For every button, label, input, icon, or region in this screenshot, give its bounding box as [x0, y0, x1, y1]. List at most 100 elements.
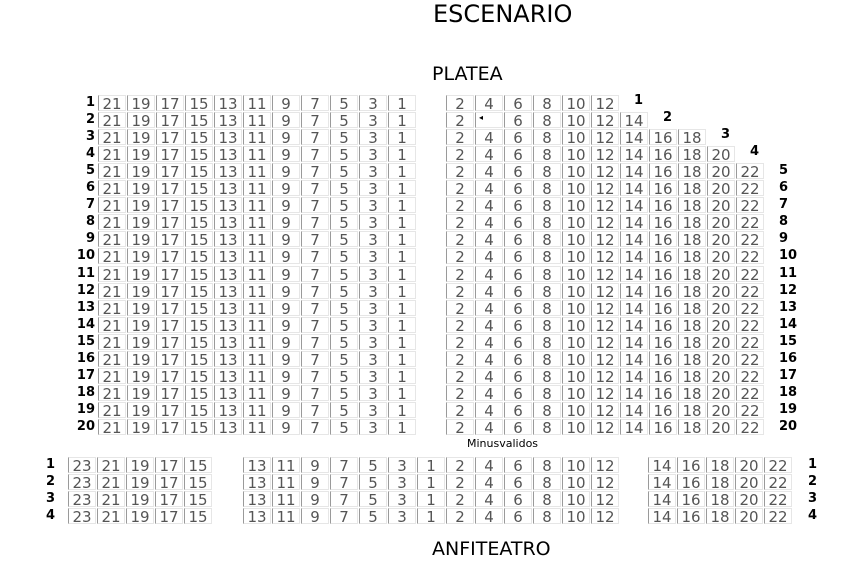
seat[interactable]: 17 — [156, 231, 184, 248]
seat[interactable]: 6 — [504, 299, 532, 317]
seat[interactable]: 9 — [301, 508, 329, 525]
seat[interactable]: 5 — [330, 282, 358, 300]
seat[interactable]: 5 — [359, 457, 387, 474]
seat[interactable]: 18 — [706, 474, 734, 491]
seat[interactable]: 14 — [620, 384, 648, 402]
seat[interactable]: 4 — [475, 333, 503, 351]
seat[interactable]: 10 — [562, 214, 590, 231]
seat[interactable]: 5 — [330, 231, 358, 248]
seat[interactable]: 18 — [678, 163, 706, 180]
seat[interactable]: 16 — [649, 248, 677, 265]
seat[interactable]: 13 — [214, 197, 242, 214]
seat[interactable]: 2 — [446, 265, 474, 283]
seat[interactable]: 3 — [359, 112, 387, 129]
seat[interactable]: 18 — [678, 282, 706, 300]
seat[interactable]: 13 — [214, 367, 242, 385]
seat[interactable]: 6 — [504, 282, 532, 300]
seat[interactable]: 2 — [446, 316, 474, 334]
seat[interactable]: 9 — [272, 146, 300, 163]
seat[interactable]: 1 — [388, 248, 416, 265]
seat[interactable]: 2 — [446, 146, 474, 163]
seat[interactable]: 14 — [620, 418, 648, 436]
seat[interactable]: 13 — [243, 491, 271, 508]
seat[interactable]: 13 — [214, 350, 242, 368]
seat[interactable]: 5 — [330, 129, 358, 146]
seat[interactable]: 6 — [504, 248, 532, 265]
seat[interactable]: 4 — [475, 418, 503, 436]
seat[interactable]: 17 — [156, 367, 184, 385]
seat[interactable]: 10 — [562, 112, 590, 129]
seat[interactable]: 14 — [620, 282, 648, 300]
seat[interactable]: 13 — [214, 401, 242, 419]
seat[interactable]: 3 — [388, 508, 416, 525]
seat[interactable]: 6 — [504, 129, 532, 146]
seat[interactable]: 20 — [707, 282, 735, 300]
seat[interactable]: 9 — [272, 282, 300, 300]
seat[interactable]: 14 — [620, 299, 648, 317]
seat[interactable]: 2 — [446, 418, 474, 436]
seat[interactable]: 14 — [620, 248, 648, 265]
seat[interactable]: 12 — [591, 248, 619, 265]
seat[interactable]: 5 — [330, 95, 358, 112]
seat[interactable]: 3 — [359, 418, 387, 436]
seat[interactable]: 15 — [184, 474, 212, 491]
seat[interactable]: 12 — [591, 180, 619, 197]
seat[interactable]: 16 — [649, 197, 677, 214]
seat[interactable]: 7 — [301, 384, 329, 402]
seat[interactable]: 8 — [533, 299, 561, 317]
seat[interactable]: 2 — [446, 112, 474, 129]
seat[interactable]: 14 — [620, 197, 648, 214]
seat[interactable]: 6 — [504, 197, 532, 214]
seat[interactable]: 14 — [620, 350, 648, 368]
seat[interactable]: 21 — [98, 299, 126, 317]
seat[interactable]: 10 — [562, 146, 590, 163]
seat[interactable]: 19 — [127, 95, 155, 112]
seat[interactable]: 5 — [330, 367, 358, 385]
seat[interactable]: 6 — [504, 146, 532, 163]
seat[interactable]: 19 — [126, 457, 154, 474]
seat[interactable]: 19 — [126, 491, 154, 508]
seat[interactable]: 18 — [678, 333, 706, 351]
seat[interactable]: 19 — [127, 316, 155, 334]
seat[interactable]: 10 — [562, 384, 590, 402]
seat[interactable]: 14 — [620, 180, 648, 197]
seat[interactable]: 15 — [185, 146, 213, 163]
seat[interactable]: 5 — [330, 248, 358, 265]
seat[interactable]: 15 — [185, 248, 213, 265]
seat[interactable]: 5 — [330, 180, 358, 197]
seat[interactable]: 19 — [127, 282, 155, 300]
seat[interactable]: 22 — [736, 197, 764, 214]
seat[interactable]: 7 — [330, 474, 358, 491]
seat[interactable]: 17 — [156, 95, 184, 112]
seat[interactable]: 16 — [649, 316, 677, 334]
seat[interactable]: 8 — [533, 197, 561, 214]
seat[interactable]: 9 — [272, 265, 300, 283]
seat[interactable]: 3 — [359, 350, 387, 368]
seat[interactable]: 6 — [504, 367, 532, 385]
seat[interactable]: 13 — [214, 95, 242, 112]
seat[interactable]: 7 — [301, 333, 329, 351]
seat[interactable]: 2 — [446, 282, 474, 300]
seat[interactable]: 17 — [155, 508, 183, 525]
seat[interactable]: 8 — [533, 367, 561, 385]
seat[interactable]: 9 — [272, 129, 300, 146]
seat[interactable]: 6 — [504, 401, 532, 419]
seat[interactable]: 5 — [330, 265, 358, 283]
seat[interactable]: 20 — [707, 401, 735, 419]
seat[interactable]: 7 — [301, 146, 329, 163]
seat[interactable]: 22 — [736, 282, 764, 300]
seat[interactable]: 11 — [243, 146, 271, 163]
seat[interactable]: 21 — [97, 508, 125, 525]
seat[interactable]: 1 — [417, 457, 445, 474]
seat[interactable]: 2 — [446, 401, 474, 419]
seat[interactable]: 4 — [475, 299, 503, 317]
seat[interactable]: 12 — [591, 350, 619, 368]
seat[interactable]: 12 — [591, 491, 619, 508]
seat[interactable]: 17 — [156, 384, 184, 402]
seat[interactable]: 1 — [388, 163, 416, 180]
seat[interactable]: 7 — [301, 350, 329, 368]
seat[interactable]: 8 — [533, 231, 561, 248]
seat[interactable]: 21 — [98, 180, 126, 197]
seat[interactable]: 10 — [562, 316, 590, 334]
seat[interactable]: 13 — [214, 299, 242, 317]
